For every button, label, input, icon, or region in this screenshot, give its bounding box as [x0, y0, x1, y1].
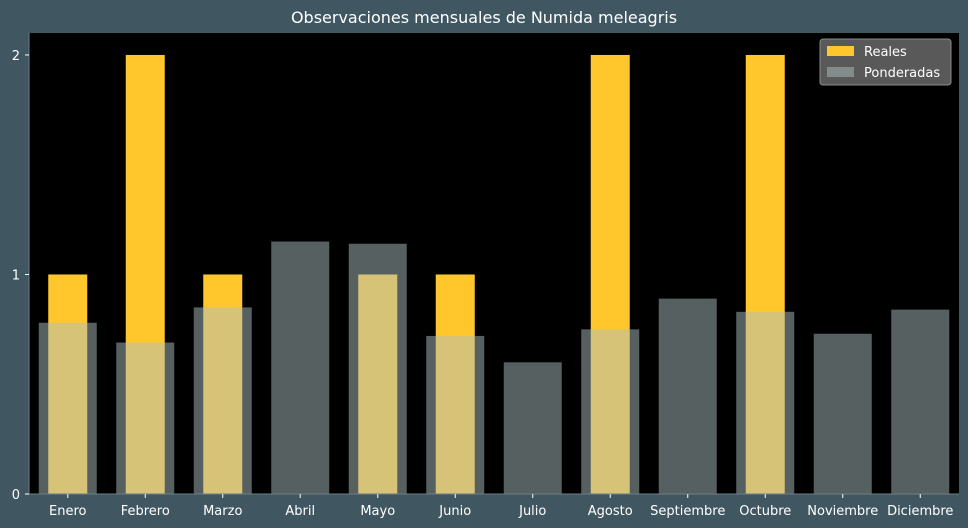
- bar-ponderadas-diciembre: [891, 309, 950, 494]
- bar-ponderadas-junio: [426, 335, 485, 494]
- y-tick-label-2: 2: [12, 49, 20, 64]
- bar-ponderadas-mayo: [348, 243, 407, 494]
- x-tick-label-diciembre: Diciembre: [887, 504, 953, 519]
- legend-label-reales: Reales: [864, 45, 907, 60]
- bar-ponderadas-enero: [38, 322, 97, 494]
- x-tick-label-enero: Enero: [49, 504, 87, 519]
- legend-label-ponderadas: Ponderadas: [864, 66, 940, 81]
- x-tick-label-abril: Abril: [285, 504, 315, 519]
- bar-ponderadas-julio: [503, 362, 562, 494]
- bar-ponderadas-octubre: [736, 311, 795, 494]
- x-tick-label-febrero: Febrero: [121, 504, 170, 519]
- bar-ponderadas-febrero: [116, 342, 175, 494]
- y-tick-label-0: 0: [12, 488, 20, 503]
- x-tick-label-junio: Junio: [438, 504, 471, 519]
- plot-area: [29, 33, 959, 494]
- bar-ponderadas-noviembre: [813, 333, 872, 494]
- chart-title: Observaciones mensuales de Numida meleag…: [290, 8, 678, 27]
- bar-ponderadas-septiembre: [658, 298, 717, 494]
- x-tick-label-agosto: Agosto: [588, 504, 633, 519]
- bar-ponderadas-agosto: [581, 329, 640, 494]
- x-tick-label-marzo: Marzo: [203, 504, 242, 519]
- bar-ponderadas-abril: [271, 241, 330, 494]
- legend-swatch-reales: [827, 46, 854, 56]
- x-tick-label-julio: Julio: [518, 504, 546, 519]
- x-tick-label-mayo: Mayo: [360, 504, 395, 519]
- x-tick-label-noviembre: Noviembre: [807, 504, 878, 519]
- bar-ponderadas-marzo: [193, 307, 252, 494]
- bars-group: [38, 54, 950, 494]
- legend-swatch-ponderadas: [827, 67, 854, 77]
- x-tick-label-octubre: Octubre: [739, 504, 791, 519]
- legend: Reales Ponderadas: [819, 38, 952, 86]
- x-tick-label-septiembre: Septiembre: [650, 504, 725, 519]
- y-tick-label-1: 1: [12, 268, 20, 283]
